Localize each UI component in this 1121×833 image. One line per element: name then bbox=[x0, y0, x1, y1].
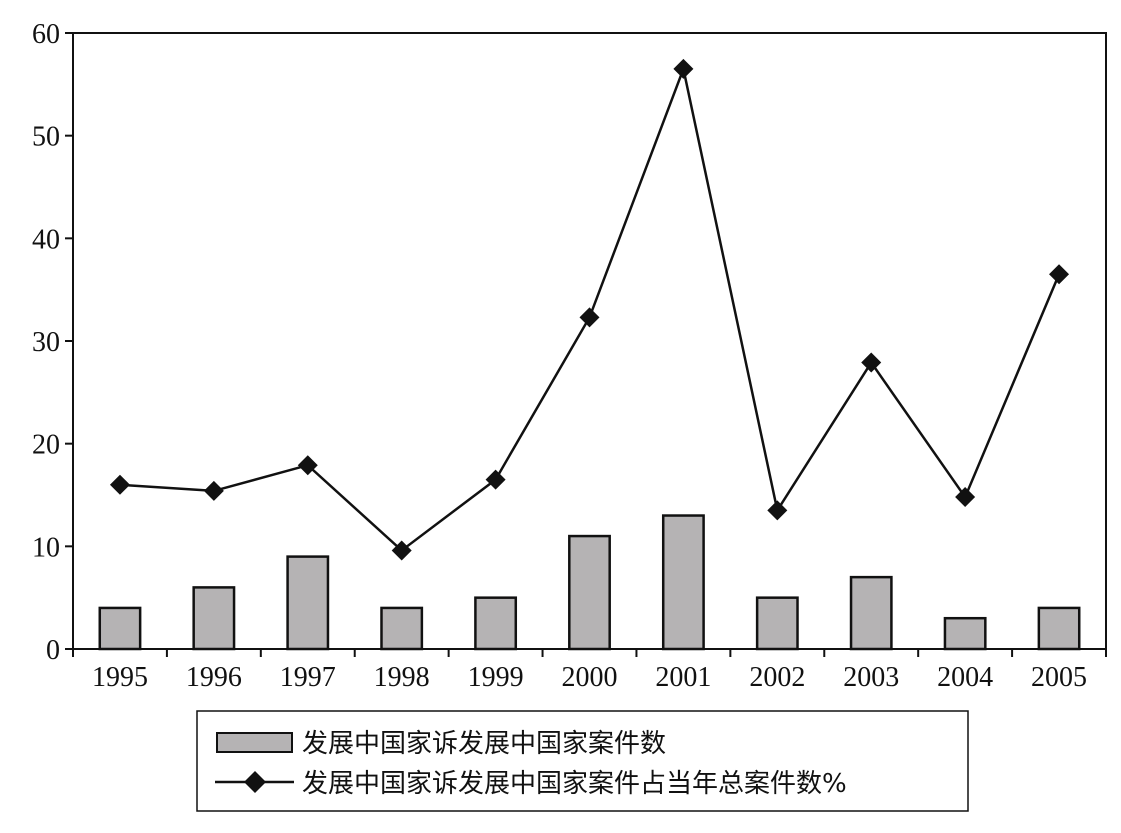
legend-frame bbox=[196, 710, 969, 812]
x-tick-label: 2005 bbox=[1031, 662, 1087, 693]
bar-2000 bbox=[568, 534, 611, 651]
x-tick-label: 2002 bbox=[749, 662, 805, 693]
x-tick-label: 1999 bbox=[468, 662, 524, 693]
y-axis: 0 10 20 30 40 50 60 bbox=[32, 19, 73, 666]
bar-1996 bbox=[192, 586, 236, 651]
legend-bar-label: 发展中国家诉发展中国家案件数 bbox=[302, 729, 666, 759]
point-1997 bbox=[297, 455, 318, 476]
y-tick-label: 10 bbox=[32, 532, 60, 563]
bar-series bbox=[98, 514, 1081, 651]
bar-2003 bbox=[849, 575, 893, 651]
y-tick-label: 30 bbox=[32, 327, 60, 358]
bar-1997 bbox=[286, 555, 330, 651]
y-tick-label: 40 bbox=[32, 224, 60, 255]
y-tick-label: 50 bbox=[32, 122, 60, 153]
point-2005 bbox=[1049, 264, 1070, 285]
point-2004 bbox=[955, 487, 976, 508]
x-tick-label: 1996 bbox=[186, 662, 242, 693]
point-2000 bbox=[579, 307, 600, 328]
x-tick-label: 2004 bbox=[937, 662, 993, 693]
point-1999 bbox=[485, 469, 506, 490]
x-tick-label: 2001 bbox=[655, 662, 711, 693]
legend-line-marker bbox=[244, 771, 266, 793]
bar-1998 bbox=[380, 606, 424, 651]
bar-1995 bbox=[98, 606, 142, 651]
x-axis: 1995 1996 1997 1998 1999 2000 2001 2002 2003 2004… bbox=[72, 649, 1107, 693]
x-tick-label: 2000 bbox=[562, 662, 618, 693]
bar-1999 bbox=[474, 596, 518, 651]
point-1996 bbox=[203, 480, 224, 501]
point-2002 bbox=[767, 500, 788, 521]
point-2001 bbox=[673, 58, 694, 79]
x-tick-label: 2003 bbox=[843, 662, 899, 693]
y-tick-label: 60 bbox=[32, 19, 60, 50]
bar-2005 bbox=[1037, 606, 1081, 651]
x-tick-label: 1998 bbox=[374, 662, 430, 693]
point-1998 bbox=[391, 540, 412, 561]
bar-2004 bbox=[943, 616, 987, 651]
bar-2001 bbox=[661, 514, 705, 651]
legend-line-label: 发展中国家诉发展中国家案件占当年总案件数% bbox=[302, 769, 847, 799]
line-series bbox=[109, 58, 1070, 561]
x-tick-label: 1995 bbox=[92, 662, 148, 693]
y-tick-label: 0 bbox=[46, 635, 60, 666]
bar-2002 bbox=[755, 596, 799, 651]
x-tick-label: 1997 bbox=[280, 662, 336, 693]
point-2003 bbox=[861, 352, 882, 373]
y-tick-label: 20 bbox=[32, 430, 60, 461]
legend-bar-swatch bbox=[216, 732, 293, 753]
legend: 发展中国家诉发展中国家案件数 发展中国家诉发展中国家案件占当年总案件数% bbox=[196, 710, 969, 812]
point-1995 bbox=[109, 474, 130, 495]
